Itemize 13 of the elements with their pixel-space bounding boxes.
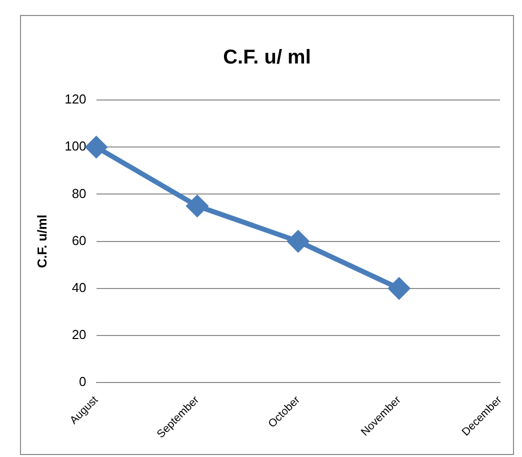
y-axis-title: C.F. u/ml <box>34 214 50 268</box>
y-tick-label: 40 <box>72 280 86 295</box>
y-tick-label: 80 <box>72 186 86 201</box>
y-tick-label: 100 <box>64 138 86 154</box>
y-tick-label: 60 <box>72 232 86 248</box>
chart-title: C.F. u/ ml <box>223 46 311 69</box>
point <box>186 195 208 216</box>
point <box>86 136 107 158</box>
point <box>288 230 309 252</box>
y-tick-label: 120 <box>64 92 86 107</box>
y-tick-label: 20 <box>72 327 86 342</box>
y-tick-label: 0 <box>79 374 86 390</box>
point <box>388 278 410 299</box>
